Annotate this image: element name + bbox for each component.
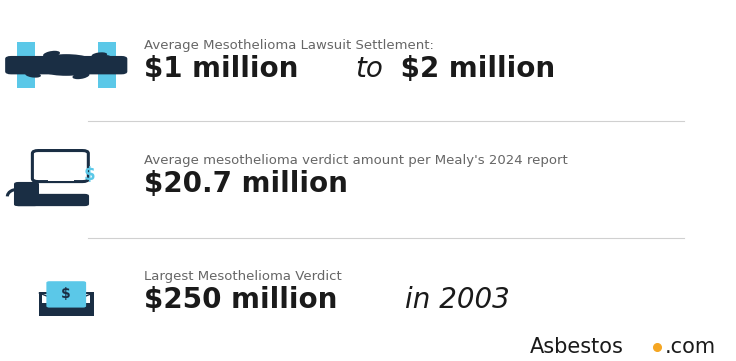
Text: $: $ bbox=[84, 166, 96, 184]
Text: Asbestos: Asbestos bbox=[530, 336, 624, 357]
Text: Largest Mesothelioma Verdict: Largest Mesothelioma Verdict bbox=[144, 270, 342, 283]
FancyBboxPatch shape bbox=[38, 292, 94, 316]
Text: $1 million: $1 million bbox=[144, 55, 308, 83]
Ellipse shape bbox=[18, 67, 34, 72]
FancyBboxPatch shape bbox=[79, 56, 127, 74]
Text: $2 million: $2 million bbox=[391, 55, 555, 83]
FancyBboxPatch shape bbox=[98, 42, 116, 88]
Text: in 2003: in 2003 bbox=[406, 286, 510, 314]
Text: $250 million: $250 million bbox=[144, 286, 347, 314]
FancyBboxPatch shape bbox=[14, 194, 89, 206]
FancyBboxPatch shape bbox=[5, 56, 54, 74]
Text: .com: .com bbox=[665, 336, 715, 357]
Polygon shape bbox=[38, 292, 94, 305]
Ellipse shape bbox=[72, 73, 90, 79]
Text: $20.7 million: $20.7 million bbox=[144, 170, 347, 198]
Ellipse shape bbox=[21, 69, 38, 75]
FancyBboxPatch shape bbox=[42, 294, 90, 314]
Ellipse shape bbox=[99, 58, 115, 63]
Ellipse shape bbox=[95, 55, 111, 61]
FancyBboxPatch shape bbox=[48, 174, 74, 181]
Text: to: to bbox=[355, 55, 383, 83]
Ellipse shape bbox=[43, 51, 60, 57]
FancyBboxPatch shape bbox=[38, 303, 94, 316]
Ellipse shape bbox=[25, 72, 41, 78]
Text: $: $ bbox=[61, 287, 71, 301]
Ellipse shape bbox=[33, 54, 99, 76]
Text: Average mesothelioma verdict amount per Mealy's 2024 report: Average mesothelioma verdict amount per … bbox=[144, 154, 567, 167]
FancyBboxPatch shape bbox=[17, 42, 35, 88]
FancyBboxPatch shape bbox=[14, 182, 39, 206]
FancyBboxPatch shape bbox=[46, 281, 86, 308]
Ellipse shape bbox=[91, 52, 107, 58]
Text: Average Mesothelioma Lawsuit Settlement:: Average Mesothelioma Lawsuit Settlement: bbox=[144, 39, 434, 52]
